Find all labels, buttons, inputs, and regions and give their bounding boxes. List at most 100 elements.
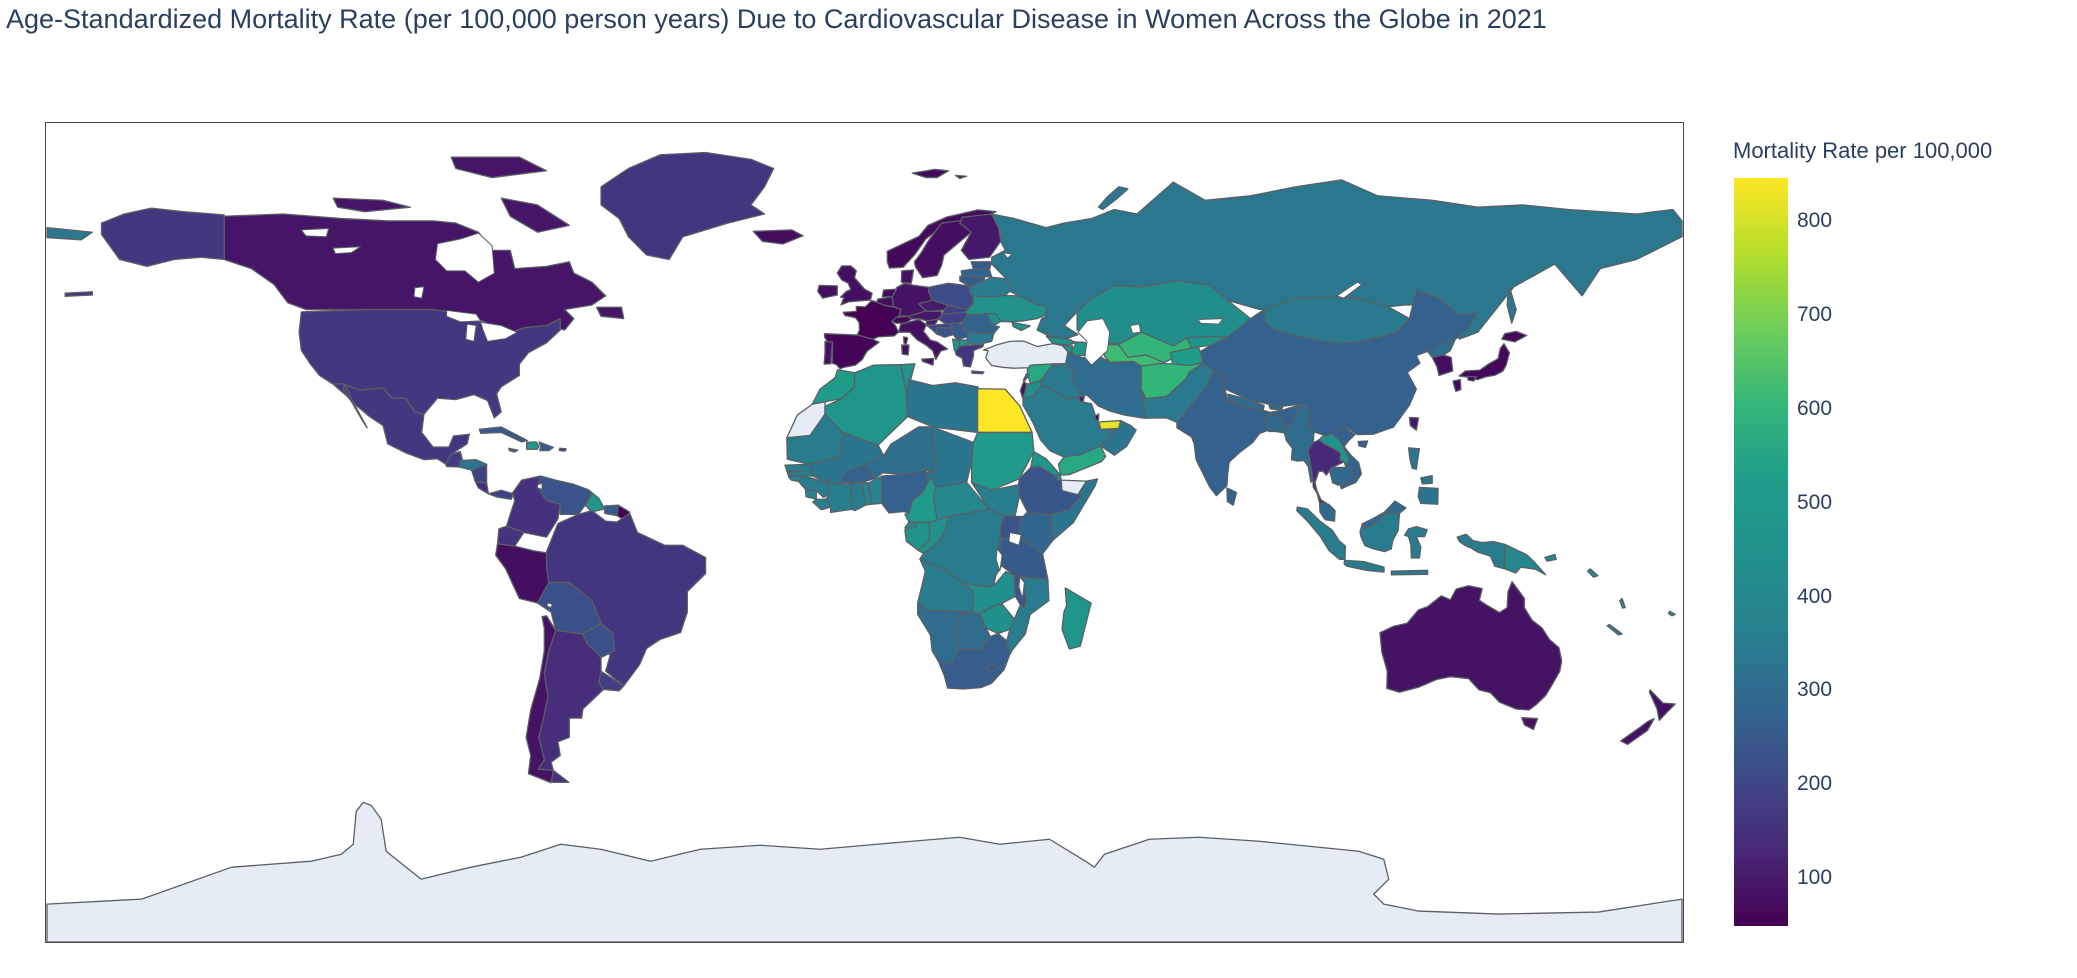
country-norway[interactable] [911,168,950,179]
country-lebanon[interactable] [1022,373,1031,383]
country-italy[interactable] [897,318,949,361]
country-canada[interactable] [332,197,411,213]
country-oman[interactable] [1099,419,1137,456]
country-iceland[interactable] [752,229,804,245]
country-georgia[interactable] [1045,335,1077,346]
country-cuba[interactable] [478,426,529,443]
country-norway[interactable] [954,174,968,180]
country-equatorial-guinea[interactable] [904,521,917,529]
country-japan[interactable] [1452,378,1462,393]
country-tunisia[interactable] [900,363,916,396]
country-spain[interactable] [823,333,880,370]
country-chile[interactable] [525,615,557,784]
country-mexico[interactable] [342,384,368,429]
country-philippines[interactable] [1407,447,1421,470]
country-france[interactable] [842,299,902,340]
country-latvia[interactable] [960,268,993,278]
country-portugal[interactable] [823,340,833,365]
country-solomon-islands[interactable] [1586,568,1599,578]
country-philippines[interactable] [1417,486,1439,505]
country-ecuador[interactable] [496,525,525,547]
country-australia[interactable] [1379,581,1563,711]
country-japan[interactable] [1458,343,1511,381]
country-new-zealand[interactable] [1620,717,1655,746]
country-canada[interactable] [595,306,625,320]
country-norway[interactable] [886,209,997,269]
country-suriname[interactable] [604,504,619,517]
country-finland[interactable] [959,213,1002,261]
country-kuwait[interactable] [1077,395,1086,404]
country-gambia[interactable] [787,470,803,474]
country-indonesia[interactable] [1296,506,1347,560]
country-south-africa[interactable] [938,632,1011,690]
country-united-states[interactable] [100,207,225,267]
country-new-zealand[interactable] [1648,689,1676,722]
country-greenland[interactable] [600,151,775,261]
country-ukraine[interactable] [963,294,1047,323]
country-madagascar[interactable] [1061,587,1092,650]
country-malaysia[interactable] [1318,502,1336,522]
country-new-caledonia[interactable] [1606,623,1623,636]
country-dominican-republic[interactable] [538,441,555,452]
country-canada[interactable] [223,213,607,336]
country-philippines[interactable] [1420,474,1433,485]
country-canada[interactable] [500,197,570,233]
country-bulgaria[interactable] [966,331,995,346]
country-cambodia[interactable] [1328,466,1354,486]
country-united-states[interactable] [64,291,94,298]
country-sri-lanka[interactable] [1226,487,1238,506]
country-france[interactable] [902,336,909,345]
country-turkey[interactable] [982,340,1069,369]
country-greece[interactable] [954,343,985,368]
country-ireland[interactable] [817,284,838,299]
country-fiji[interactable] [1667,610,1676,617]
country-ghana[interactable] [850,481,867,512]
country-yemen[interactable] [1057,445,1107,476]
country-china[interactable] [1357,440,1369,449]
country-japan[interactable] [1501,330,1528,343]
country-costa-rica[interactable] [474,480,490,495]
country-denmark[interactable] [900,269,915,284]
country-greece[interactable] [970,370,985,375]
country-indonesia[interactable] [1359,511,1401,553]
country-australia[interactable] [1521,716,1539,731]
country-puerto-rico[interactable] [558,447,567,452]
country-peru[interactable] [495,543,550,604]
country-indonesia[interactable] [1456,533,1506,570]
country-bangladesh[interactable] [1264,412,1285,434]
country-czechia[interactable] [918,299,950,312]
country-russia[interactable] [46,226,94,241]
country-italy[interactable] [901,344,910,356]
country-egypt[interactable] [976,388,1033,434]
country-bosnia-and-herzegovina[interactable] [935,326,954,338]
country-indonesia[interactable] [1390,569,1429,576]
country-mexico[interactable] [332,383,471,465]
country-papua-new-guinea[interactable] [1504,543,1547,576]
country-venezuela[interactable] [536,475,593,515]
country-taiwan[interactable] [1408,416,1420,431]
country-zambia[interactable] [963,570,1016,615]
country-qatar[interactable] [1094,413,1100,422]
country-united-kingdom[interactable] [836,265,873,306]
country-ivory-coast[interactable] [825,483,853,514]
country-belarus[interactable] [969,276,1013,298]
country-haiti[interactable] [525,441,540,450]
country-jamaica[interactable] [508,447,519,453]
country-estonia[interactable] [970,261,993,271]
country-vanuatu[interactable] [1619,597,1626,609]
country-russia[interactable] [1097,186,1129,211]
country-ukraine[interactable] [1011,321,1031,332]
country-italy[interactable] [921,357,935,366]
country-liberia[interactable] [812,498,832,511]
country-japan[interactable] [1466,375,1477,382]
country-south-korea[interactable] [1431,354,1454,377]
country-lesotho[interactable] [986,663,999,673]
country-canada[interactable] [450,156,548,179]
country-indonesia[interactable] [1343,559,1385,573]
country-gabon[interactable] [904,521,931,551]
country-papua-new-guinea[interactable] [1544,553,1557,562]
colorbar-gradient[interactable] [1734,178,1788,926]
country-russia[interactable] [1506,286,1517,324]
country-iran[interactable] [1065,351,1146,419]
country-indonesia[interactable] [1403,525,1428,559]
